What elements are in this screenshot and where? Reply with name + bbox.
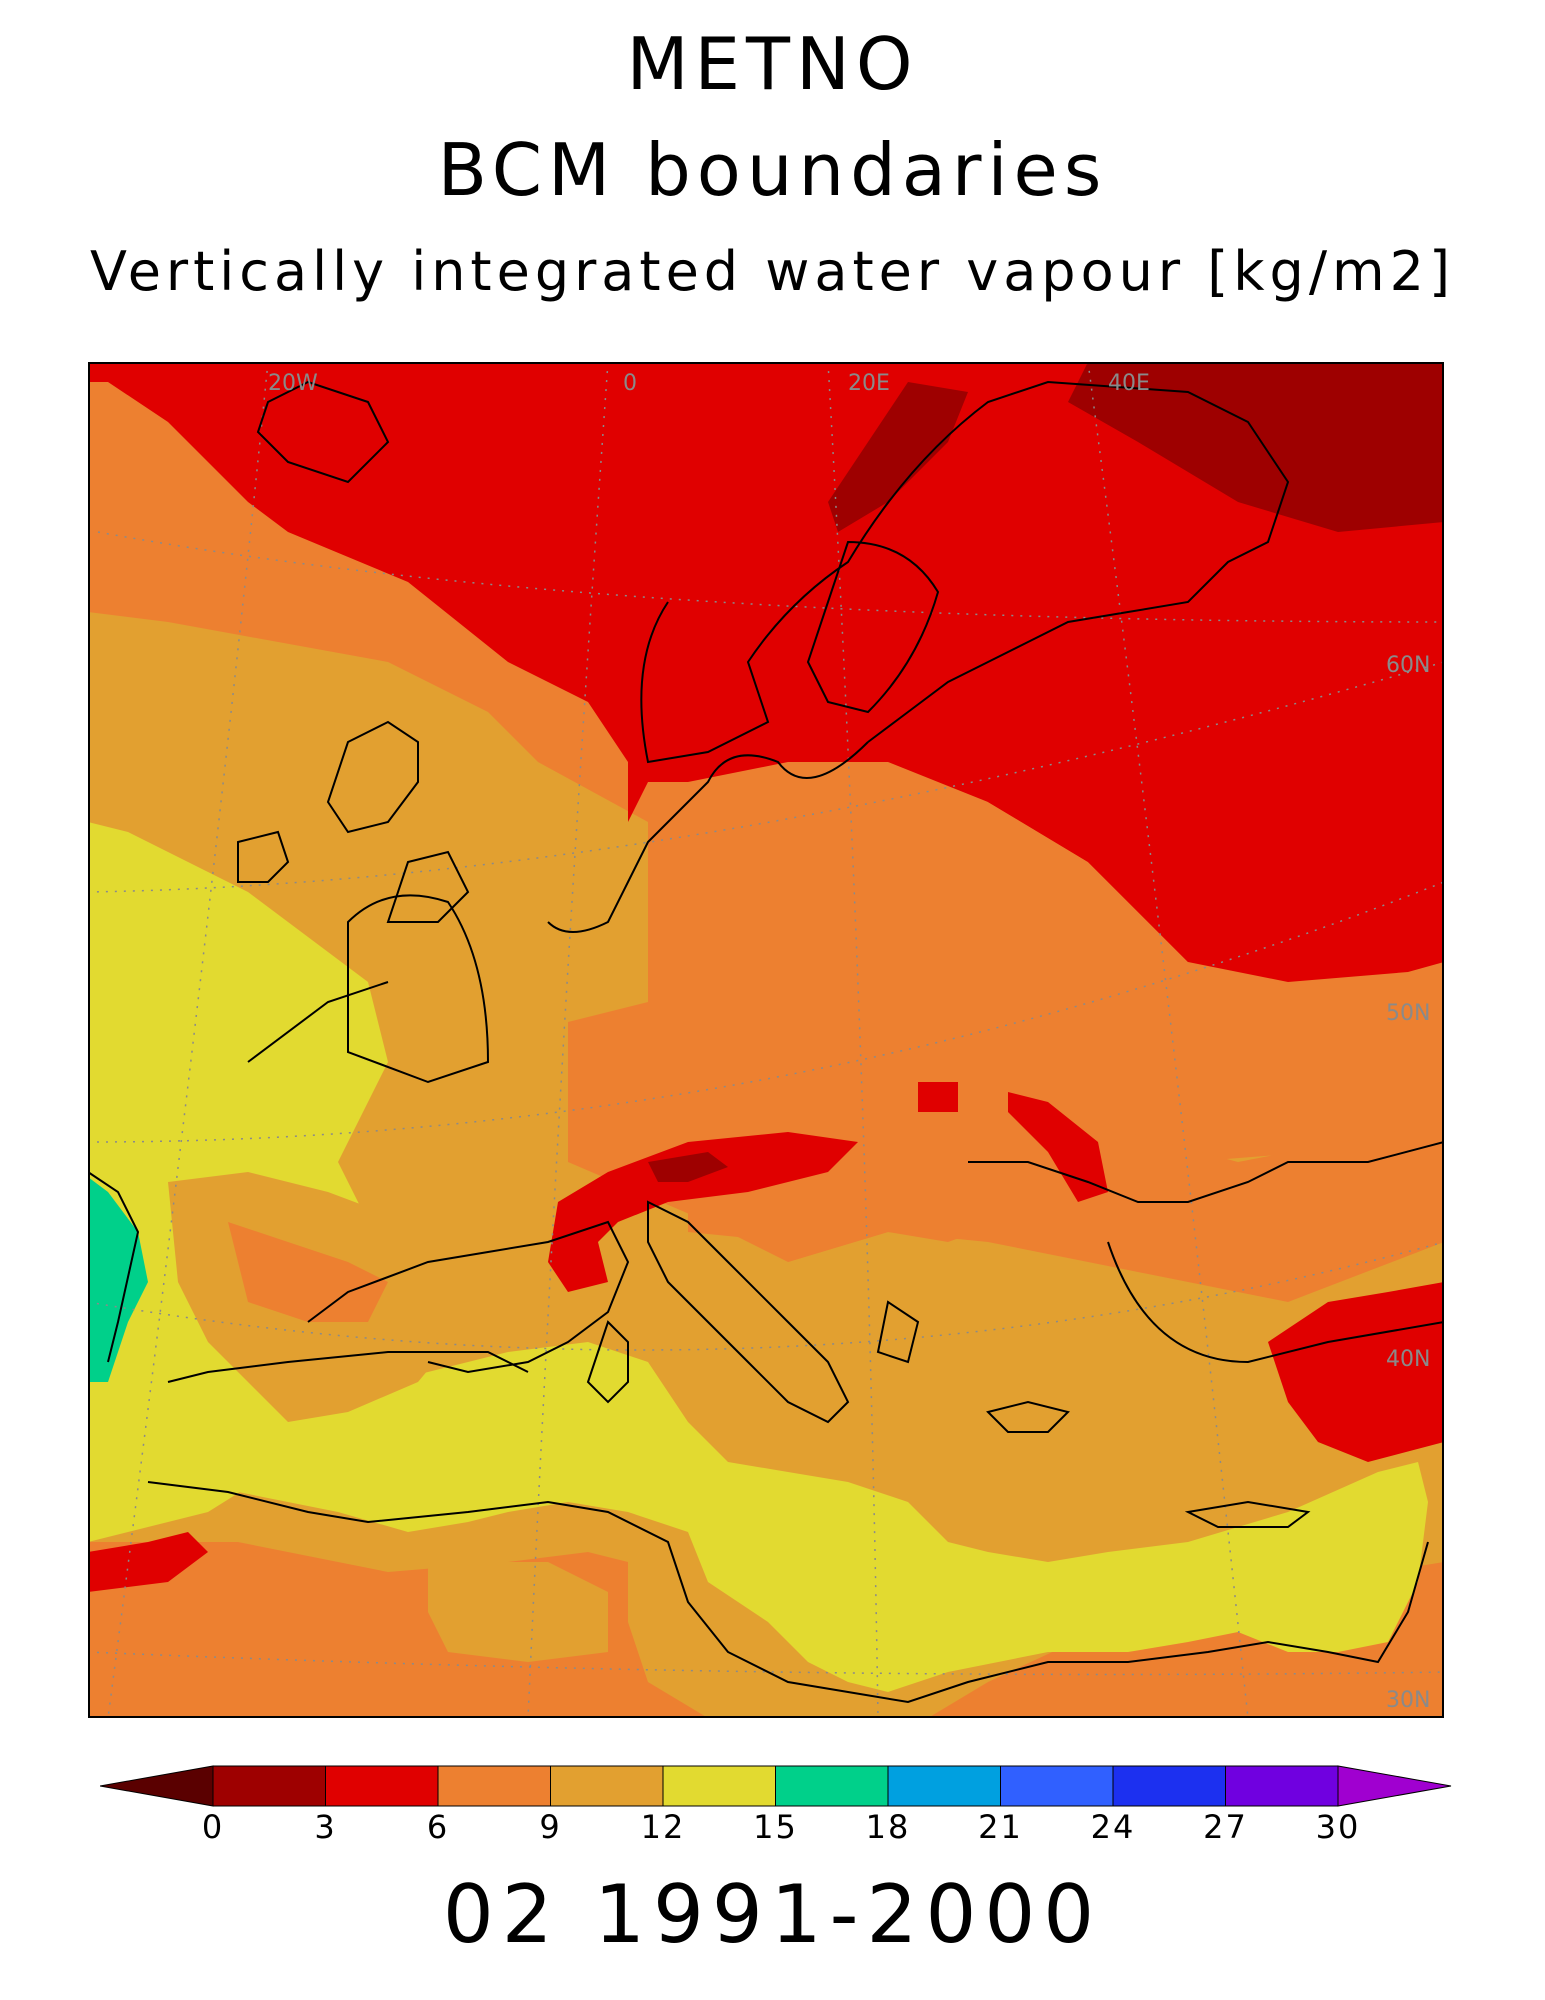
grid-label-lon-0: 0 xyxy=(623,371,637,396)
colorbar-box xyxy=(325,1765,439,1807)
region-3-6-turkey xyxy=(1268,1282,1444,1462)
colorbar-tick-label: 27 xyxy=(1203,1808,1248,1840)
colorbar-tick-label: 24 xyxy=(1091,1808,1136,1840)
title-institute: METNO xyxy=(626,22,919,106)
colorbar-box xyxy=(662,1765,776,1807)
colorbar-svg: 0 3 6 9 12 15 18 21 24 27 30 xyxy=(99,1765,1452,1846)
grid-label-lon-40e: 40E xyxy=(1108,371,1150,396)
period-label: 02 1991-2000 xyxy=(442,1868,1103,1961)
colorbar-under-triangle xyxy=(99,1765,214,1807)
colorbar-tick-label: 15 xyxy=(753,1808,798,1840)
region-12-15-mediterranean xyxy=(208,1342,1428,1692)
title-experiment: BCM boundaries xyxy=(437,128,1108,212)
grid-label-lat-30n: 30N xyxy=(1386,1688,1430,1713)
region-15-18-coast xyxy=(88,1177,148,1382)
region-3-6-atlas xyxy=(88,1532,208,1592)
colorbar-tick-label: 18 xyxy=(866,1808,911,1840)
grid-label-lon-20w: 20W xyxy=(268,371,318,396)
map-panel: 20W 0 20E 40E 60N 50N 40N 30N xyxy=(88,362,1444,1718)
colorbar-tick-label: 30 xyxy=(1316,1808,1361,1840)
grid-label-lat-40n: 40N xyxy=(1386,1347,1430,1372)
region-9-12-africa xyxy=(428,1562,608,1662)
map-frame xyxy=(88,362,1444,1718)
colorbar-box xyxy=(775,1765,889,1807)
title-variable: Vertically integrated water vapour [kg/m… xyxy=(89,240,1456,303)
colorbar-box xyxy=(1112,1765,1226,1807)
colorbar-box xyxy=(1000,1765,1114,1807)
region-0-3-scandinavia xyxy=(828,382,968,532)
colorbar-box xyxy=(437,1765,551,1807)
colorbar-tick-label: 21 xyxy=(978,1808,1023,1840)
colorbar-tick-label: 0 xyxy=(202,1808,224,1840)
grid-label-lat-60n: 60N xyxy=(1386,653,1430,678)
colorbar-tick-label: 12 xyxy=(641,1808,686,1840)
region-3-6-north-2 xyxy=(648,482,1444,962)
colorbar-box xyxy=(212,1765,326,1807)
colorbar-box xyxy=(550,1765,664,1807)
region-0-3-northeast xyxy=(1068,362,1444,532)
region-0-3-alps xyxy=(648,1152,728,1182)
colorbar-box xyxy=(1225,1765,1339,1807)
colorbar-box xyxy=(887,1765,1001,1807)
colorbar-tick-label: 9 xyxy=(539,1808,561,1840)
region-3-6-alps xyxy=(548,1132,858,1292)
grid-label-lon-20e: 20E xyxy=(848,371,890,396)
region-6-9-central xyxy=(568,1062,1444,1302)
colorbar-tick-label: 6 xyxy=(427,1808,449,1840)
coastlines xyxy=(88,380,1444,1704)
grid-label-lat-50n: 50N xyxy=(1386,1001,1430,1026)
colorbar-over-triangle xyxy=(1337,1765,1452,1807)
region-3-6-carpathians xyxy=(1008,1092,1108,1202)
europe-water-vapour-map: 20W 0 20E 40E 60N 50N 40N 30N xyxy=(88,362,1444,1718)
colorbar-tick-label: 3 xyxy=(314,1808,336,1840)
colorbar: 0 3 6 9 12 15 18 21 24 27 30 xyxy=(99,1760,1460,1846)
region-6-9-iberia xyxy=(228,1222,388,1322)
region-3-6-patch xyxy=(918,1082,958,1112)
